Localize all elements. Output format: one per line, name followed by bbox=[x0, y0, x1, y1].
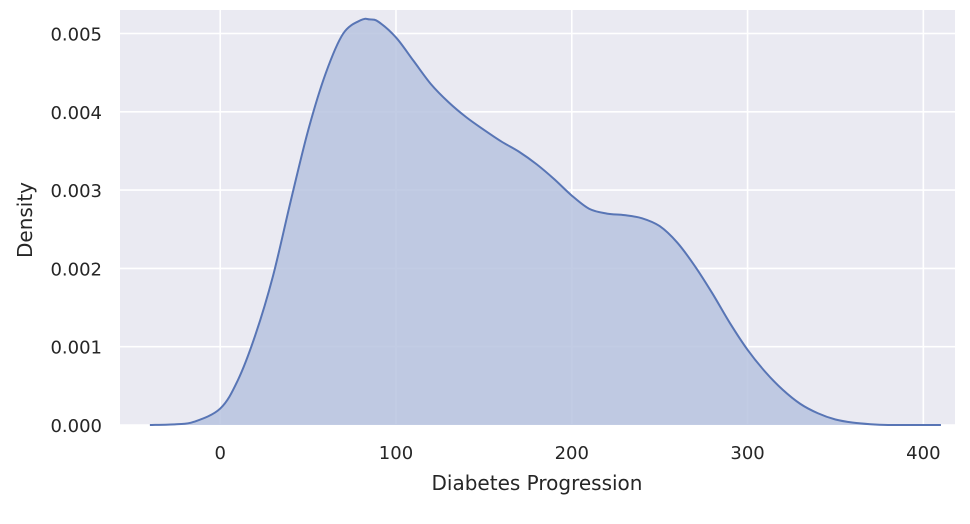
x-tick-label-100: 100 bbox=[379, 443, 413, 464]
y-tick-label-0.005: 0.005 bbox=[50, 24, 102, 45]
x-tick-labels: 0 100 200 300 400 bbox=[214, 443, 940, 464]
y-axis-label: Density bbox=[13, 182, 37, 258]
y-tick-labels: 0.000 0.001 0.002 0.003 0.004 0.005 bbox=[50, 24, 102, 437]
x-tick-label-200: 200 bbox=[555, 443, 589, 464]
y-tick-label-0.004: 0.004 bbox=[50, 103, 102, 124]
y-tick-label-0.002: 0.002 bbox=[50, 259, 102, 280]
y-tick-label-0.001: 0.001 bbox=[50, 338, 102, 359]
x-tick-label-300: 300 bbox=[730, 443, 764, 464]
x-tick-label-0: 0 bbox=[214, 443, 225, 464]
density-curve bbox=[149, 17, 941, 427]
density-area bbox=[149, 18, 941, 426]
x-axis-label: Diabetes Progression bbox=[432, 471, 643, 495]
y-tick-label-0.000: 0.000 bbox=[50, 416, 102, 437]
y-tick-label-0.003: 0.003 bbox=[50, 181, 102, 202]
x-tick-label-400: 400 bbox=[906, 443, 940, 464]
